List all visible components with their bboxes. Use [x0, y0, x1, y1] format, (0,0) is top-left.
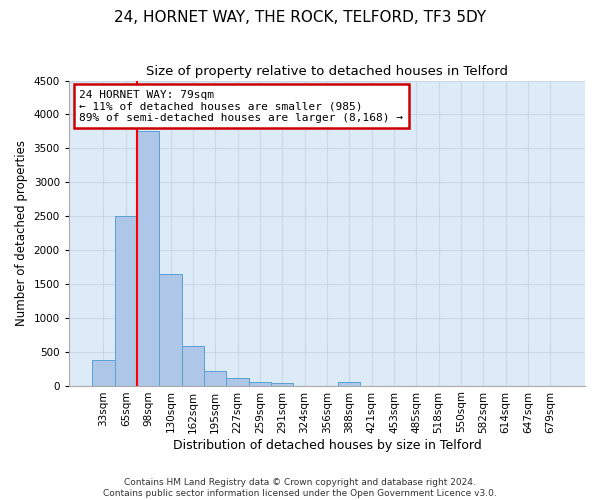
- Bar: [204, 370, 226, 386]
- X-axis label: Distribution of detached houses by size in Telford: Distribution of detached houses by size …: [173, 440, 481, 452]
- Text: 24, HORNET WAY, THE ROCK, TELFORD, TF3 5DY: 24, HORNET WAY, THE ROCK, TELFORD, TF3 5…: [114, 10, 486, 25]
- Bar: [92, 360, 115, 386]
- Bar: [115, 216, 137, 386]
- Bar: [226, 378, 249, 386]
- Bar: [160, 274, 182, 386]
- Bar: [338, 382, 361, 386]
- Bar: [182, 346, 204, 386]
- Text: Contains HM Land Registry data © Crown copyright and database right 2024.
Contai: Contains HM Land Registry data © Crown c…: [103, 478, 497, 498]
- Bar: [137, 132, 160, 386]
- Title: Size of property relative to detached houses in Telford: Size of property relative to detached ho…: [146, 65, 508, 78]
- Bar: [249, 382, 271, 386]
- Bar: [271, 383, 293, 386]
- Text: 24 HORNET WAY: 79sqm
← 11% of detached houses are smaller (985)
89% of semi-deta: 24 HORNET WAY: 79sqm ← 11% of detached h…: [79, 90, 403, 123]
- Y-axis label: Number of detached properties: Number of detached properties: [15, 140, 28, 326]
